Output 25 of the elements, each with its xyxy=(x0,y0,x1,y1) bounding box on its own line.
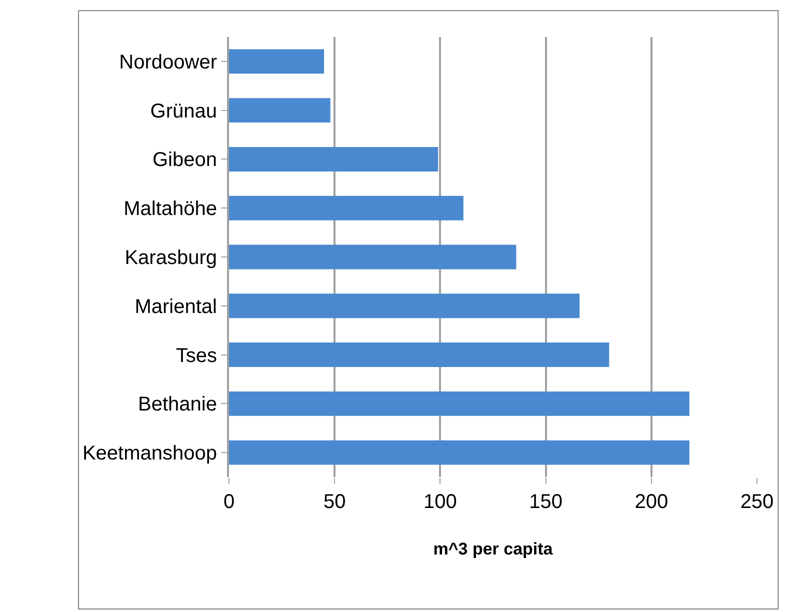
y-tick-label: Gibeon xyxy=(152,149,217,172)
bar xyxy=(229,294,580,318)
x-tick-label: 0 xyxy=(223,491,235,513)
x-tick-label: 50 xyxy=(323,491,346,513)
bar xyxy=(229,98,330,123)
y-tick-label: Grünau xyxy=(150,100,217,122)
bar xyxy=(229,440,690,465)
x-tick-label: 150 xyxy=(529,491,562,513)
bar xyxy=(229,391,690,416)
bar xyxy=(229,342,610,367)
y-tick-label: Nordoower xyxy=(119,51,218,74)
bar xyxy=(229,244,516,270)
y-tick-label: Keetmanshoop xyxy=(82,442,217,465)
bar xyxy=(229,196,464,220)
x-tick-label: 250 xyxy=(740,491,774,513)
y-tick-label: Karasburg xyxy=(124,247,217,269)
x-tick-label: 200 xyxy=(634,491,668,513)
x-axis-title: m^3 per capita xyxy=(433,539,554,558)
y-tick-label: Maltahöhe xyxy=(124,198,217,220)
y-tick-label: Mariental xyxy=(134,296,217,318)
bar xyxy=(229,49,324,74)
x-tick-label: 100 xyxy=(424,491,457,513)
y-tick-label: Tses xyxy=(176,344,217,367)
y-tick-label: Bethanie xyxy=(138,394,217,416)
bar xyxy=(229,147,438,172)
